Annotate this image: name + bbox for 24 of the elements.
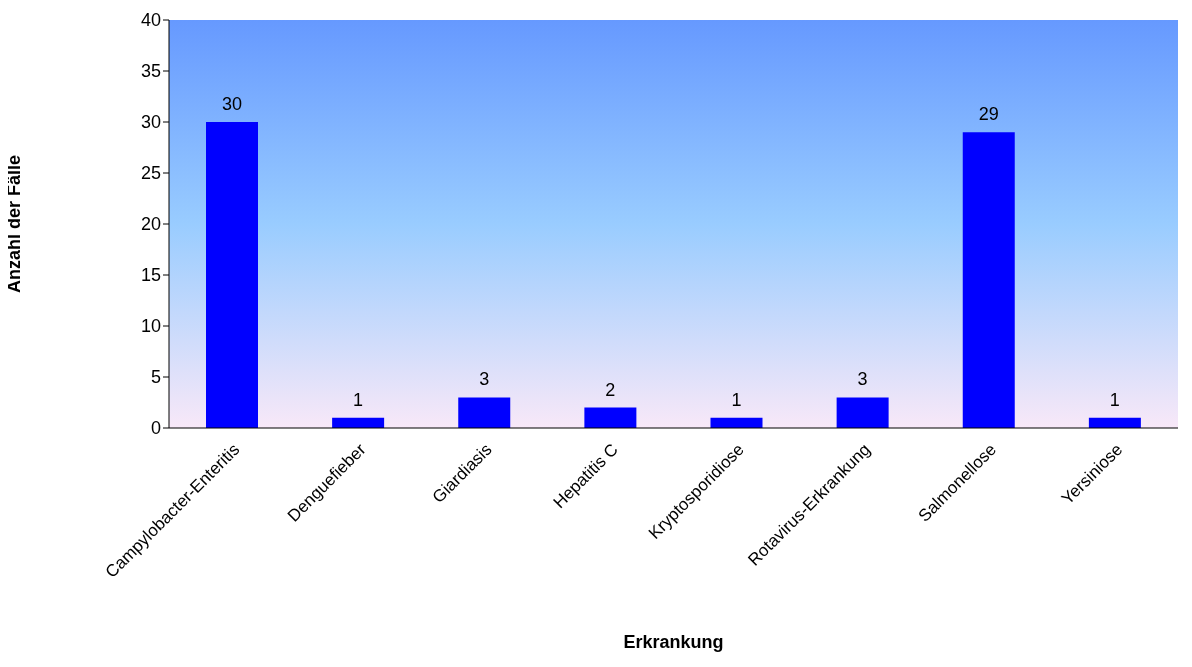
data-label: 1 — [1109, 389, 1120, 410]
y-tick-label: 30 — [140, 112, 161, 133]
y-tick-label: 0 — [150, 418, 161, 439]
y-tick-label: 15 — [140, 265, 161, 286]
y-tick-label: 5 — [150, 367, 161, 388]
data-label: 1 — [731, 389, 742, 410]
bar — [836, 397, 889, 428]
y-tick-label: 20 — [140, 214, 161, 235]
data-label: 29 — [978, 104, 999, 125]
bar — [962, 132, 1015, 428]
data-label: 3 — [857, 369, 868, 390]
data-label: 30 — [221, 94, 243, 114]
y-tick-label: 25 — [140, 163, 161, 184]
data-label: 2 — [605, 379, 616, 400]
bar — [584, 407, 637, 428]
y-tick-label: 10 — [140, 316, 161, 337]
data-label: 3 — [479, 369, 490, 390]
y-tick-label: 35 — [140, 61, 161, 82]
y-tick-label: 40 — [140, 10, 161, 31]
y-axis-title: Anzahl der Fälle — [4, 154, 25, 294]
x-axis-title: Erkrankung — [623, 632, 724, 652]
bar — [206, 122, 258, 428]
bar — [458, 397, 511, 428]
data-label: 1 — [353, 389, 364, 410]
